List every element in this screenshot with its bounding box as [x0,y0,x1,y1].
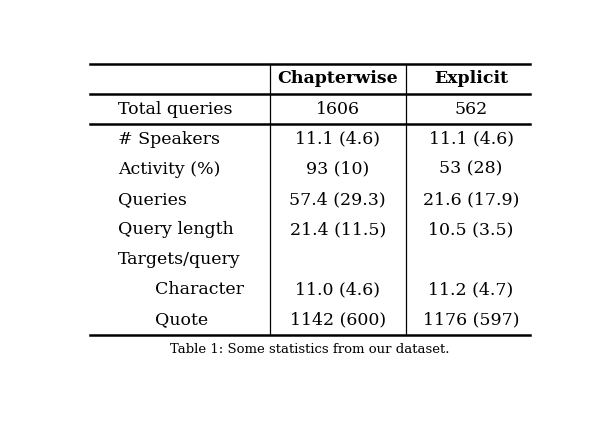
Text: Queries: Queries [118,191,187,208]
Text: 11.1 (4.6): 11.1 (4.6) [429,131,513,148]
Text: Chapterwise: Chapterwise [277,70,398,87]
Text: 93 (10): 93 (10) [306,161,369,178]
Text: Table 1: Some statistics from our dataset.: Table 1: Some statistics from our datase… [170,343,449,356]
Text: 11.2 (4.7): 11.2 (4.7) [428,281,513,298]
Text: Total queries: Total queries [118,100,232,117]
Text: Explicit: Explicit [434,70,508,87]
Text: 21.4 (11.5): 21.4 (11.5) [289,221,386,238]
Text: Character: Character [155,281,244,298]
Text: 1176 (597): 1176 (597) [423,311,519,328]
Text: 57.4 (29.3): 57.4 (29.3) [289,191,386,208]
Text: 53 (28): 53 (28) [439,161,503,178]
Text: 21.6 (17.9): 21.6 (17.9) [423,191,519,208]
Text: 562: 562 [454,100,487,117]
Text: 1142 (600): 1142 (600) [289,311,386,328]
Text: Activity (%): Activity (%) [118,161,220,178]
Text: # Speakers: # Speakers [118,131,220,148]
Text: 11.0 (4.6): 11.0 (4.6) [295,281,380,298]
Text: Quote: Quote [155,311,208,328]
Text: 1606: 1606 [316,100,359,117]
Text: 10.5 (3.5): 10.5 (3.5) [428,221,514,238]
Text: 11.1 (4.6): 11.1 (4.6) [295,131,380,148]
Text: Targets/query: Targets/query [118,251,240,268]
Text: Query length: Query length [118,221,233,238]
